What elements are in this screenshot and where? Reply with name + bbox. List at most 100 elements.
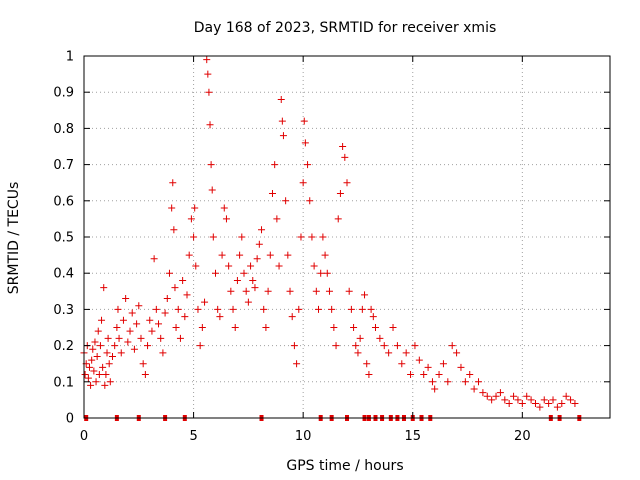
data-point: [126, 327, 134, 335]
data-point: [553, 403, 561, 411]
data-point: [297, 233, 305, 241]
data-point: [95, 371, 103, 379]
data-point: [308, 233, 316, 241]
data-point: [300, 117, 308, 125]
data-point: [201, 298, 209, 306]
data-point: [114, 305, 122, 313]
data-point: [103, 349, 111, 357]
data-point: [233, 276, 241, 284]
data-point: [240, 269, 248, 277]
data-point: [251, 284, 259, 292]
data-point: [376, 334, 384, 342]
data-point: [306, 197, 314, 205]
data-point: [236, 251, 244, 259]
data-point: [545, 400, 553, 408]
data-point: [84, 374, 92, 382]
data-point: [358, 305, 366, 313]
data-point: [191, 204, 199, 212]
data-point: [435, 371, 443, 379]
plot-frame: [83, 55, 611, 419]
data-point: [92, 378, 100, 386]
data-point: [369, 313, 377, 321]
data-point: [260, 305, 268, 313]
data-point: [336, 190, 344, 198]
data-point: [227, 287, 235, 295]
data-point: [249, 276, 257, 284]
data-point: [205, 88, 213, 96]
data-point: [146, 316, 154, 324]
data-point: [339, 143, 347, 150]
y-tick-labels: 0 0.1 0.2 0.3 0.4 0.5 0.6 0.7 0.8 0.9 1: [53, 50, 74, 427]
data-point: [222, 215, 230, 223]
data-point: [319, 233, 327, 241]
data-point: [350, 324, 358, 331]
data-point: [571, 400, 579, 408]
data-point: [510, 392, 518, 400]
data-point: [453, 349, 461, 357]
data-point: [310, 262, 318, 270]
data-point: [323, 269, 331, 277]
data-point: [266, 251, 274, 259]
data-point: [242, 287, 250, 295]
data-point: [124, 338, 132, 346]
data-point: [108, 352, 116, 360]
data-point: [284, 251, 292, 259]
data-point: [216, 313, 224, 321]
data-point: [179, 276, 187, 284]
y-tick-label: 1: [66, 50, 74, 65]
data-point: [133, 320, 141, 328]
data-point: [496, 389, 504, 397]
data-point: [93, 352, 101, 360]
y-tick-label: 0.1: [53, 375, 74, 390]
data-point: [90, 367, 98, 375]
data-point: [229, 305, 237, 313]
data-point: [356, 334, 364, 342]
data-point: [393, 342, 401, 350]
grid-lines: [84, 56, 610, 418]
data-point: [135, 302, 143, 310]
data-point: [99, 363, 107, 371]
x-tick-labels: 0 5 10 15 20: [80, 429, 531, 444]
data-point: [119, 316, 127, 324]
data-point: [470, 385, 478, 393]
data-point: [139, 360, 147, 368]
data-point: [148, 327, 156, 335]
data-point: [185, 251, 193, 259]
data-point: [299, 179, 307, 187]
data-point: [190, 233, 198, 241]
data-point: [444, 378, 452, 386]
data-point: [448, 342, 456, 350]
data-point: [479, 389, 487, 397]
data-point: [363, 360, 371, 368]
data-point: [531, 400, 539, 408]
data-point: [420, 371, 428, 379]
data-point: [304, 161, 312, 169]
data-point: [174, 305, 182, 313]
data-point: [330, 324, 338, 331]
y-tick-label: 0.4: [53, 267, 74, 282]
data-point: [204, 70, 212, 78]
data-point: [536, 403, 544, 411]
data-point: [94, 327, 102, 335]
data-point: [172, 324, 180, 331]
data-point: [365, 371, 373, 379]
data-point: [332, 342, 340, 350]
data-point: [253, 255, 261, 263]
y-tick-label: 0.7: [53, 158, 74, 173]
data-point: [275, 262, 283, 270]
data-point: [168, 204, 176, 212]
data-point: [288, 313, 296, 321]
data-point: [295, 305, 303, 313]
data-point: [212, 269, 219, 277]
data-point: [198, 324, 206, 331]
data-point: [106, 378, 114, 386]
data-point: [163, 295, 171, 303]
data-point: [102, 371, 110, 379]
data-point: [225, 262, 233, 270]
data-point: [514, 396, 522, 404]
data-point: [220, 204, 228, 212]
data-point: [518, 400, 526, 408]
data-point: [321, 251, 329, 259]
data-point: [380, 342, 388, 350]
